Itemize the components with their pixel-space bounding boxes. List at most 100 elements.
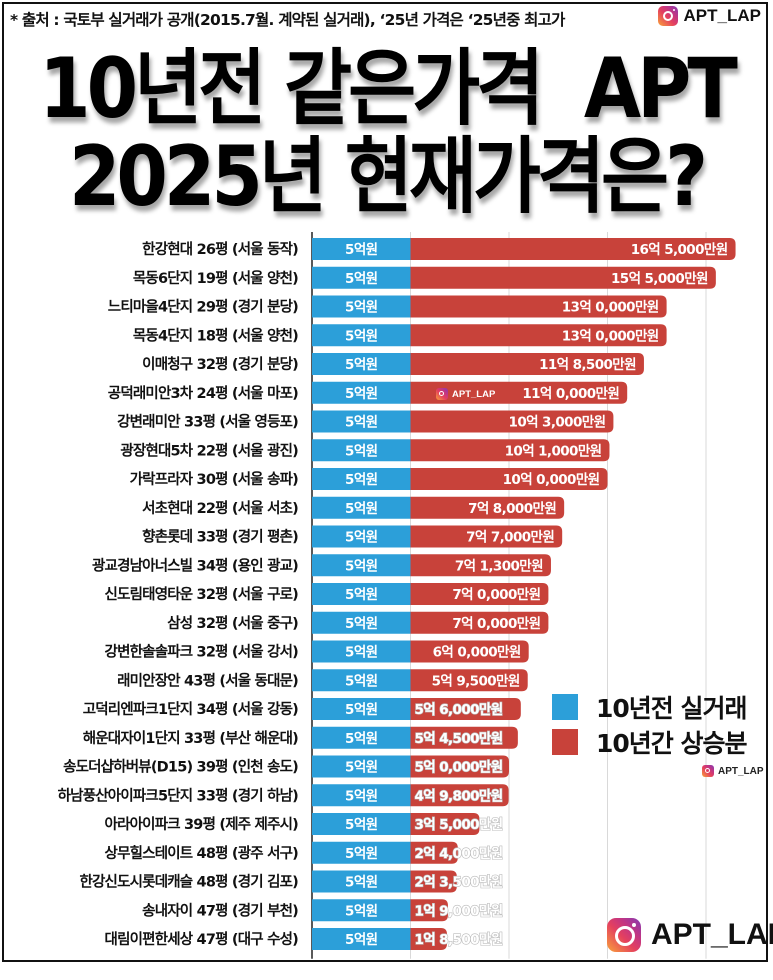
- category-label: 향촌롯데 33평 (경기 평촌): [142, 528, 298, 546]
- bar-increase: [410, 611, 549, 634]
- bar-increase-label: 15억 5,000만원: [611, 271, 708, 287]
- brand-bottom-label: APT_LAP: [651, 918, 773, 951]
- bar-base: [312, 813, 411, 835]
- bar-base-label: 5억원: [345, 501, 378, 517]
- bar-increase: [410, 583, 549, 605]
- bar-base: [312, 841, 411, 864]
- bar-base: [312, 410, 411, 433]
- bar-base-label: 5억원: [345, 386, 378, 402]
- bar-increase-label: 11억 8,500만원: [539, 357, 636, 373]
- bar-base-label: 5억원: [345, 817, 378, 833]
- bar-base: [312, 755, 411, 778]
- bar-base-label: 5억원: [345, 846, 378, 862]
- bar-increase-label: 7억 7,000만원: [466, 530, 554, 546]
- bar-increase-label: 4억 9,800만원: [415, 788, 503, 804]
- category-label: 한강현대 26평 (서울 동작): [142, 240, 298, 258]
- legend-swatch-increase: [552, 728, 578, 755]
- bar-base: [312, 266, 411, 289]
- bar-base-label: 5억원: [345, 415, 378, 431]
- bar-increase: [410, 525, 563, 548]
- bar-increase-label: 3억 5,000만원: [415, 817, 503, 833]
- bar-increase: [410, 928, 447, 950]
- bar-base: [312, 295, 411, 318]
- title-line-2: 2025년 현재가격은?: [68, 128, 708, 226]
- bar-increase: [410, 669, 528, 692]
- bar-increase: [410, 324, 667, 347]
- bar-increase-label: 13억 0,000만원: [562, 300, 659, 316]
- bar-increase: [410, 266, 716, 289]
- legend-item-base: 10년전 실거래: [552, 689, 747, 724]
- category-label: 광장현대5차 22평 (서울 광진): [120, 441, 298, 459]
- category-label: 강변래미안 33평 (서울 영등포): [117, 413, 298, 431]
- legend-swatch-base: [552, 693, 578, 720]
- bar-increase-label: 2억 4,000만원: [415, 846, 503, 862]
- bar-base: [312, 324, 411, 347]
- bar-base-label: 5억원: [345, 271, 378, 287]
- category-label: 삼성 32평 (서울 중구): [167, 614, 298, 632]
- bar-increase-label: 10억 3,000만원: [509, 415, 606, 431]
- bar-base: [312, 611, 411, 634]
- category-label: 송내자이 47평 (경기 부천): [142, 901, 298, 919]
- bar-base-label: 5억원: [345, 443, 378, 459]
- bar-increase-label: 7억 0,000만원: [452, 616, 540, 632]
- bar-increase-label: 16억 5,000만원: [631, 242, 728, 258]
- bar-base-label: 5억원: [345, 760, 378, 776]
- bar-base: [312, 439, 411, 462]
- bar-base-label: 5억원: [345, 903, 378, 919]
- bar-increase-label: 7억 0,000만원: [452, 587, 540, 603]
- bar-increase: [410, 755, 509, 778]
- bar-increase-label: 2억 3,500만원: [415, 875, 503, 891]
- bar-increase-label: 5억 9,500만원: [432, 673, 520, 689]
- category-label: 목동6단지 19평 (서울 양천): [133, 269, 298, 287]
- bar-base-label: 5억원: [345, 328, 378, 344]
- bar-increase: [410, 640, 529, 663]
- bar-increase-label: 10억 1,000만원: [505, 443, 602, 459]
- bar-increase-label: 7억 8,000만원: [468, 501, 556, 517]
- category-label: 신도림태영타운 32평 (서울 구로): [105, 585, 299, 603]
- category-label: 한강신도시롯데캐슬 48평 (경기 김포): [79, 873, 298, 891]
- brand-top-label: APT_LAP: [683, 6, 761, 25]
- instagram-icon: [657, 6, 678, 26]
- bar-increase: [410, 238, 736, 260]
- bar-increase: [410, 554, 551, 577]
- bar-increase-label: 7억 1,300만원: [455, 558, 543, 574]
- brand-bottom[interactable]: APT_LAP: [607, 918, 773, 952]
- bar-base-label: 5억원: [345, 645, 378, 661]
- bar-base-label: 5억원: [345, 357, 378, 373]
- bar-base-label: 5억원: [345, 300, 378, 316]
- bar-increase: [410, 468, 608, 490]
- category-label: 가락프라자 30평 (서울 송파): [130, 470, 299, 488]
- instagram-icon: [607, 918, 641, 952]
- category-label: 광교경남아너스빌 34평 (용인 광교): [92, 556, 298, 574]
- category-label: 느티마을4단지 29평 (경기 분당): [108, 298, 298, 316]
- category-label: 공덕래미안3차 24평 (서울 마포): [108, 384, 298, 402]
- instagram-icon: [702, 765, 714, 777]
- category-label: 강변한솔솔파크 32평 (서울 강서): [105, 643, 299, 661]
- category-label: 해운대자이1단지 33평 (부산 해운대): [83, 729, 298, 747]
- bar-base: [312, 928, 411, 950]
- bar-base: [312, 583, 411, 605]
- bar-base: [312, 468, 411, 490]
- bar-base-label: 5억원: [345, 731, 378, 747]
- bar-base-label: 5억원: [345, 472, 378, 488]
- category-label: 대림이편한세상 47평 (대구 수성): [105, 930, 299, 948]
- legend-item-increase: 10년간 상승분: [552, 724, 747, 759]
- bar-base-label: 5억원: [345, 558, 378, 574]
- watermark-in-chart-label: APT_LAP: [452, 388, 496, 400]
- bar-increase-label: 5억 4,500만원: [415, 731, 503, 747]
- category-label: 송도더샵하버뷰(D15) 39평 (인천 송도): [63, 758, 298, 776]
- bar-base-label: 5억원: [345, 875, 378, 891]
- bar-increase: [410, 784, 509, 807]
- bar-increase-label: 6억 0,000만원: [433, 645, 521, 661]
- bar-base: [312, 899, 411, 922]
- instagram-icon: [436, 388, 448, 400]
- bar-base-label: 5억원: [345, 702, 378, 718]
- bar-base: [312, 353, 411, 375]
- legend-label-base: 10년전 실거래: [596, 693, 747, 723]
- category-label: 서초현대 22평 (서울 서초): [142, 499, 298, 517]
- bar-base: [312, 496, 411, 519]
- brand-top[interactable]: APT_LAP: [657, 6, 761, 26]
- bar-increase-label: 1억 9,000만원: [415, 903, 503, 919]
- bar-base: [312, 640, 411, 663]
- bar-base-label: 5억원: [345, 673, 378, 689]
